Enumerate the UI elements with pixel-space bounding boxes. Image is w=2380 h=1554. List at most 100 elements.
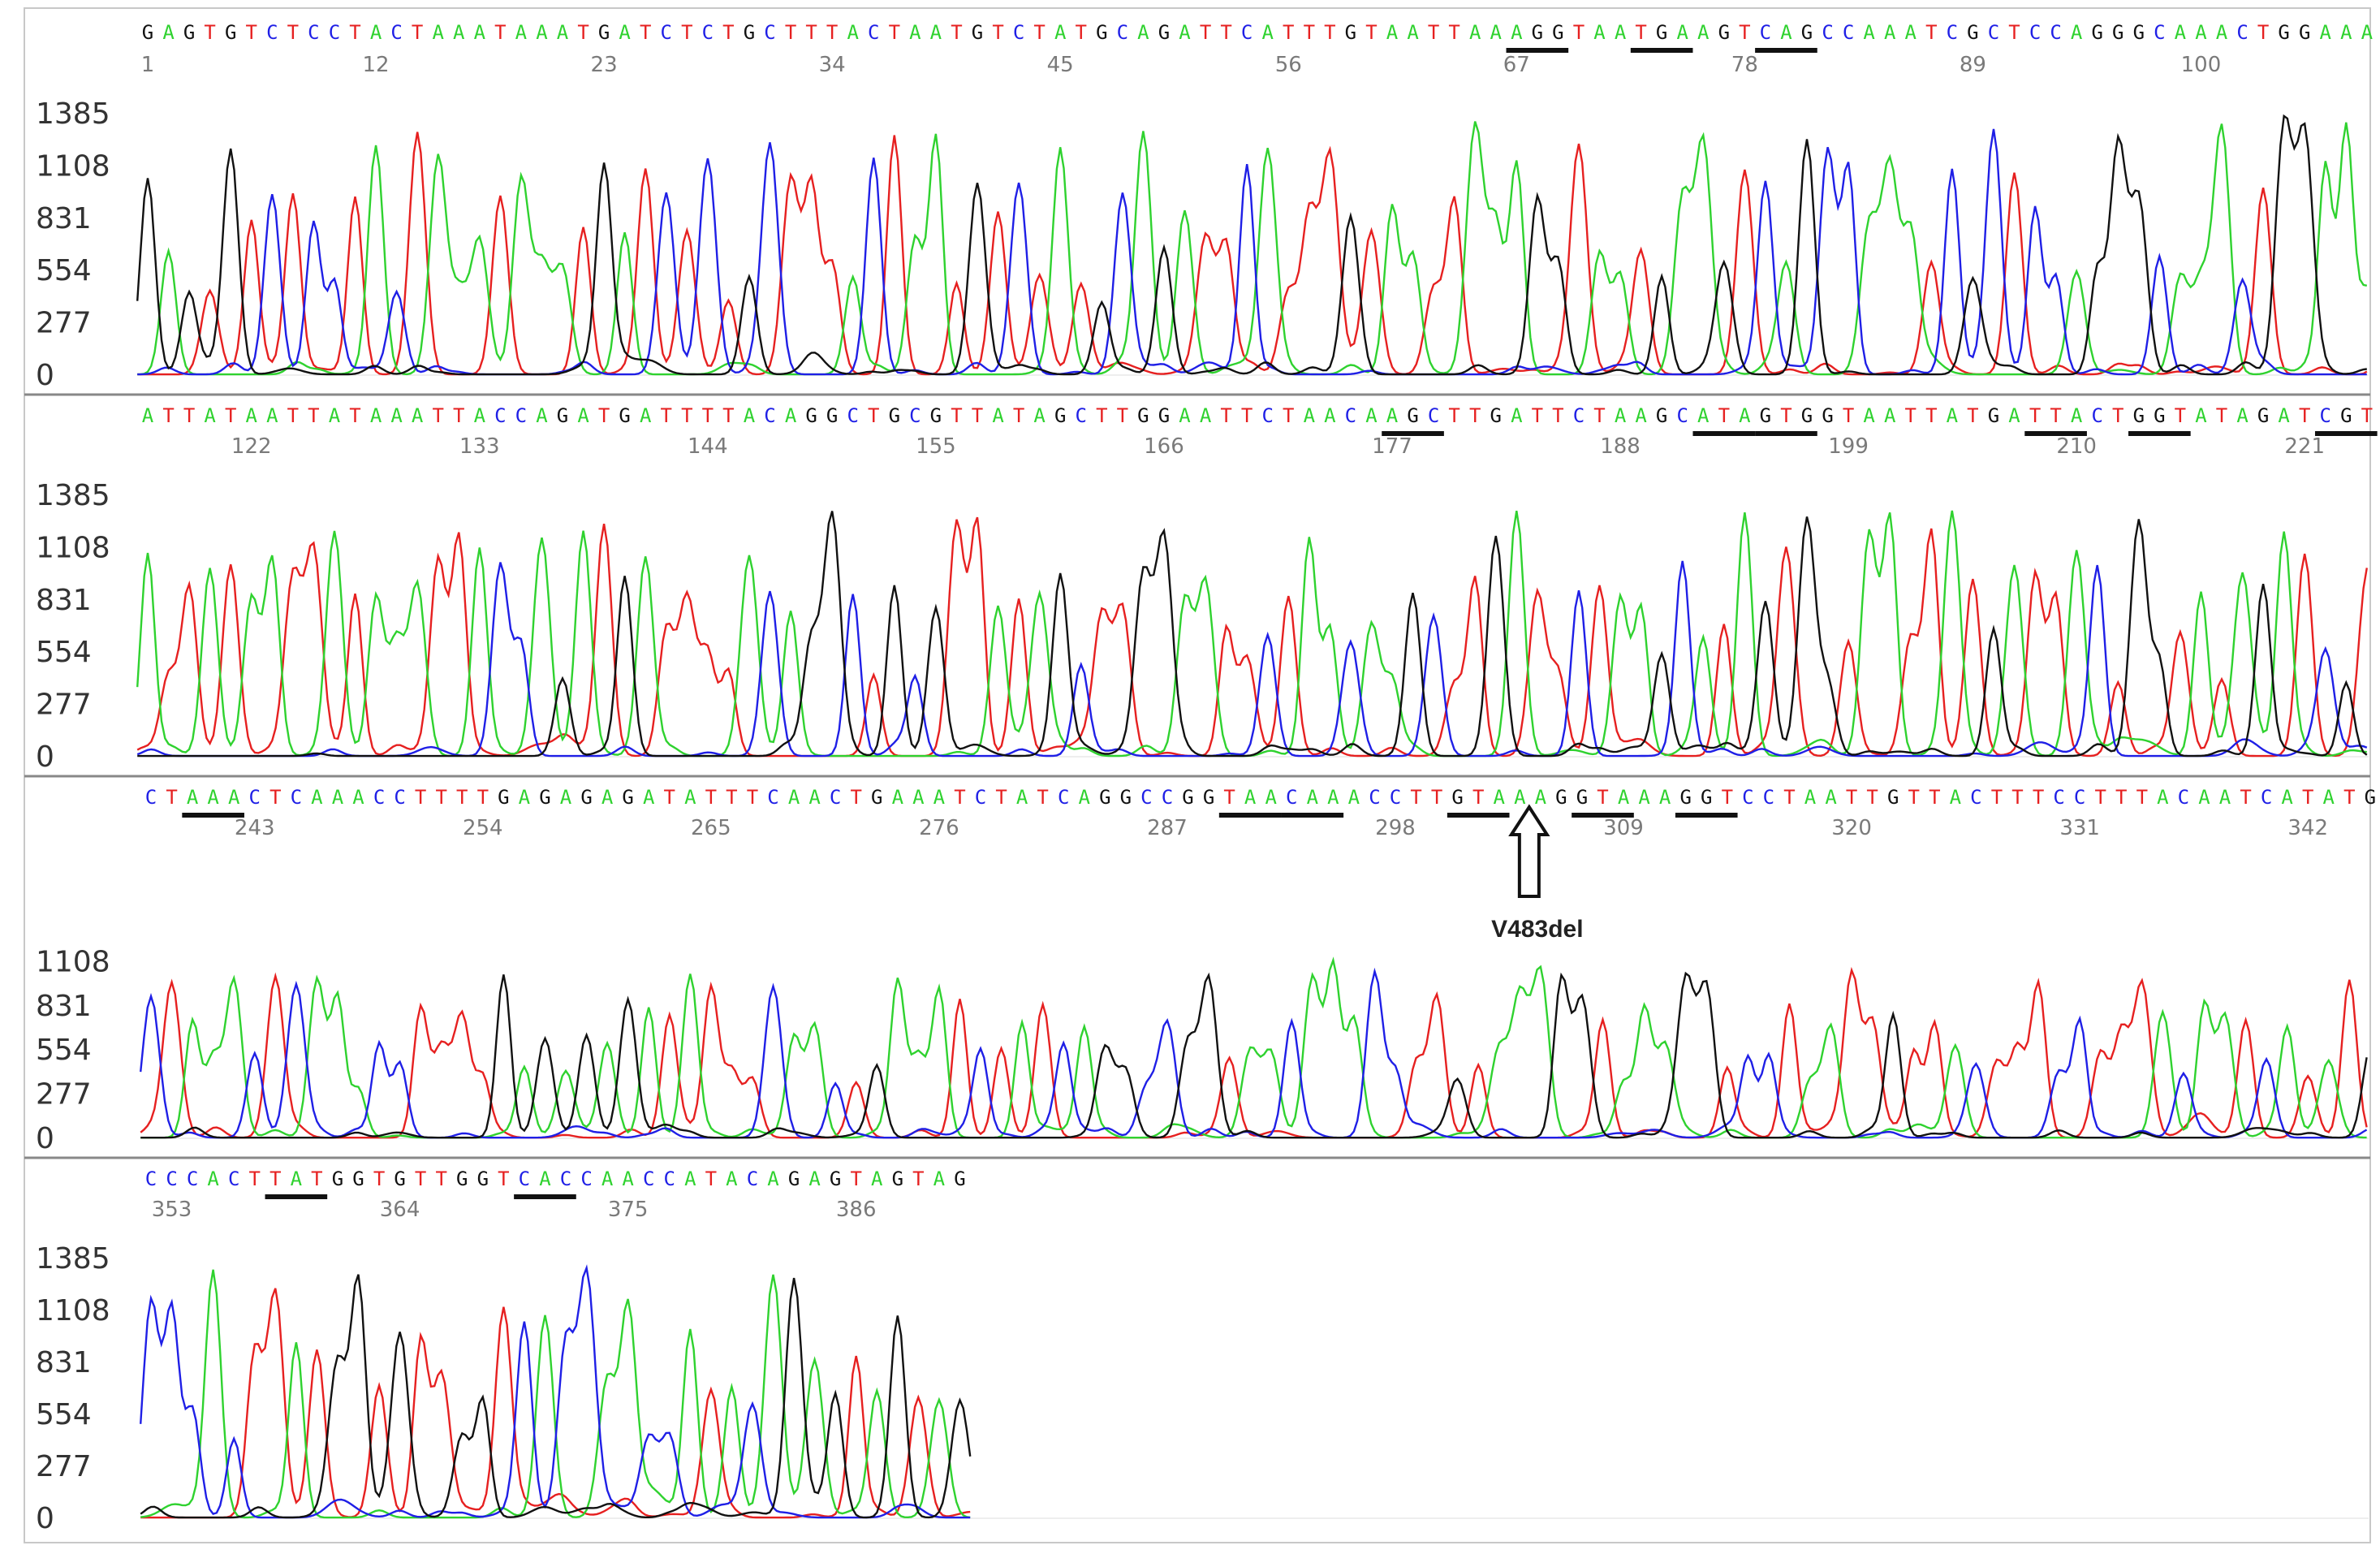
base-call: A [536,21,548,44]
base-call: A [1407,21,1419,44]
base-call: T [166,786,177,809]
base-call: C [1428,404,1439,427]
base-call: T [2008,21,2020,44]
base-call: C [580,1168,592,1190]
base-call: C [2154,21,2165,44]
base-call: T [2257,21,2269,44]
base-call: T [183,404,195,427]
base-call: A [329,404,341,427]
base-call: G [2340,404,2352,427]
base-call: C [1760,21,1771,44]
base-call: G [477,1168,489,1190]
base-call: T [1991,786,2003,809]
trace-G [137,511,2368,758]
base-call: C [266,21,278,44]
y-tick-label: 831 [36,990,92,1023]
base-call: T [747,786,758,809]
trace-C [137,128,2367,376]
x-tick-label: 210 [2056,434,2097,459]
base-call: C [145,1168,157,1190]
base-call: A [1386,21,1399,44]
base-call: T [702,404,714,427]
x-tick-label: 177 [1372,434,1412,459]
base-call: T [785,21,796,44]
x-tick-label: 133 [459,434,500,459]
trace-G [140,1274,972,1519]
base-call: G [2154,404,2165,427]
base-call: T [1722,786,1733,809]
base-call: G [2365,786,2376,809]
base-call: T [308,404,319,427]
base-call: A [228,786,240,809]
base-call: A [808,786,821,809]
base-call: A [1016,786,1028,809]
base-call: G [1552,21,1563,44]
base-call: T [349,21,360,44]
base-call: A [1386,404,1399,427]
base-call: T [2343,786,2355,809]
base-call: T [1967,404,1978,427]
base-call: T [722,404,734,427]
x-tick-label: 45 [1047,53,1074,77]
base-call: C [1140,786,1152,809]
base-call: C [702,21,714,44]
base-call: T [225,404,236,427]
y-tick-label: 0 [36,740,54,774]
base-call: A [2195,404,2207,427]
base-call: A [1307,786,1319,809]
base-call: T [912,1168,924,1190]
trace-T [137,132,2368,376]
base-call: T [2033,786,2044,809]
base-call: G [1158,404,1170,427]
base-call: G [557,404,568,427]
base-call: C [1241,21,1253,44]
x-tick-label: 353 [152,1198,192,1222]
base-call: A [726,1168,738,1190]
base-call: T [453,404,464,427]
base-call: G [788,1168,800,1190]
base-call: T [1929,786,1940,809]
trace-C [140,1264,971,1519]
base-call: A [1780,21,1792,44]
base-call: T [1076,21,1087,44]
base-call: T [1448,404,1459,427]
base-call: T [432,404,443,427]
base-call: A [432,21,444,44]
base-call: G [972,21,983,44]
base-call: C [2050,21,2061,44]
base-call: T [1431,786,1442,809]
base-call: A [577,404,589,427]
y-tick-label: 0 [36,359,54,392]
base-call: A [2008,404,2020,427]
base-call: T [2302,786,2313,809]
base-call: A [2195,21,2207,44]
base-call: G [2112,21,2123,44]
base-call: G [539,786,550,809]
x-tick-label: 243 [235,816,275,840]
base-call: T [1925,21,1937,44]
base-call: T [1472,786,1484,809]
base-call: A [515,21,528,44]
base-call: G [892,1168,903,1190]
trace-T [140,1288,971,1519]
base-call: G [619,404,630,427]
x-tick-label: 199 [1828,434,1869,459]
base-call: A [187,786,199,809]
base-call: G [2133,21,2145,44]
base-call: C [2074,786,2085,809]
y-tick-label: 831 [36,202,92,235]
base-call: T [1783,786,1795,809]
mutation-annotation: V483del [1491,804,1584,943]
base-call: A [2278,404,2290,427]
base-call: G [332,1168,343,1190]
y-tick-label: 554 [36,636,92,669]
base-call: A [2340,21,2352,44]
base-call: C [830,786,841,809]
base-call: A [1884,21,1896,44]
y-tick-label: 277 [36,1078,92,1112]
base-call: T [1220,21,1231,44]
base-call: T [972,404,983,427]
base-call: A [1514,786,1526,809]
base-call: T [889,21,900,44]
